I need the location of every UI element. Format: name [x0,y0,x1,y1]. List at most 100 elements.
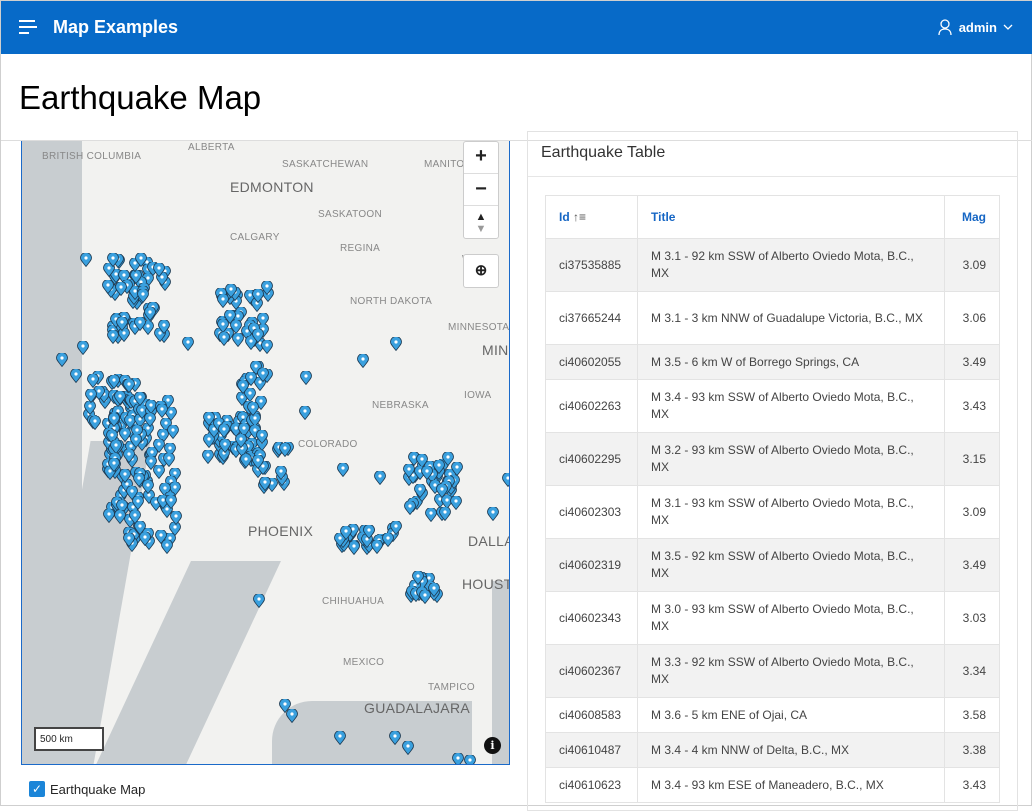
earthquake-marker[interactable] [115,316,128,332]
earthquake-marker[interactable] [245,335,258,351]
earthquake-marker[interactable] [155,402,168,418]
earthquake-marker[interactable] [487,506,499,522]
table-row[interactable]: ci40602055 M 3.5 - 6 km W of Borrego Spri… [545,344,1000,380]
layer-checkbox[interactable]: ✓ Earthquake Map [29,781,145,797]
earthquake-marker[interactable] [139,531,151,547]
earthquake-marker[interactable] [247,401,260,417]
earthquake-marker[interactable] [260,339,273,355]
earthquake-marker[interactable] [261,280,273,296]
earthquake-marker[interactable] [115,281,127,297]
earthquake-marker[interactable] [56,352,68,368]
earthquake-marker[interactable] [390,336,402,352]
earthquake-marker[interactable] [203,432,216,448]
earthquake-marker[interactable] [134,316,147,332]
user-menu[interactable]: admin [937,19,1013,35]
earthquake-marker[interactable] [87,373,99,389]
earthquake-marker[interactable] [123,448,135,464]
earthquake-marker[interactable] [441,451,454,467]
earthquake-marker[interactable] [202,449,215,465]
table-row[interactable]: ci40602343 M 3.0 - 93 km SSW of Alberto O… [545,591,1000,645]
earthquake-marker[interactable] [252,328,265,344]
info-icon[interactable]: i [484,737,501,754]
earthquake-marker[interactable] [403,462,416,478]
earthquake-marker[interactable] [153,463,166,479]
earthquake-marker[interactable] [420,465,433,481]
earthquake-marker[interactable] [340,525,353,541]
earthquake-marker[interactable] [134,520,147,535]
earthquake-marker[interactable] [374,470,386,486]
earthquake-marker[interactable] [419,588,432,604]
earthquake-marker[interactable] [144,305,157,321]
table-row[interactable]: ci37665244 M 3.1 - 3 km NNW of Guadalupe … [545,291,1000,345]
earthquake-marker[interactable] [450,460,463,476]
earthquake-marker[interactable] [299,405,311,421]
earthquake-marker[interactable] [337,462,349,478]
earthquake-marker[interactable] [165,493,178,509]
earthquake-marker[interactable] [145,399,157,415]
earthquake-marker[interactable] [182,336,194,352]
earthquake-marker[interactable] [248,411,261,427]
earthquake-marker[interactable] [286,708,298,724]
earthquake-marker[interactable] [357,353,369,369]
zoom-in-button[interactable]: + [464,142,498,174]
earthquake-marker[interactable] [134,390,146,406]
earthquake-marker[interactable] [132,495,144,511]
earthquake-marker[interactable] [438,506,451,522]
column-header-id[interactable]: Id ↑≡ [545,195,638,239]
earthquake-marker[interactable] [334,730,346,746]
earthquake-marker[interactable] [143,411,156,427]
earthquake-marker[interactable] [244,387,256,403]
earthquake-marker[interactable] [224,309,237,325]
table-row[interactable]: ci40602319 M 3.5 - 92 km SSW of Alberto O… [545,538,1000,592]
earthquake-marker[interactable] [218,330,230,346]
earthquake-marker[interactable] [77,340,89,356]
table-row[interactable]: ci37535885 M 3.1 - 92 km SSW of Alberto O… [545,238,1000,292]
earthquake-marker[interactable] [216,318,229,334]
earthquake-marker[interactable] [119,468,131,484]
earthquake-marker[interactable] [390,520,402,536]
earthquake-marker[interactable] [202,411,215,427]
earthquake-marker[interactable] [130,269,143,285]
earthquake-marker[interactable] [119,426,132,442]
table-row[interactable]: ci40610623 M 3.4 - 93 km ESE of Maneadero… [545,767,1000,803]
table-row[interactable]: ci40608583 M 3.6 - 5 km ENE of Ojai, CA 3.… [545,697,1000,733]
earthquake-marker[interactable] [157,319,170,334]
earthquake-marker[interactable] [370,538,383,554]
earthquake-marker[interactable] [135,252,148,268]
earthquake-marker[interactable] [152,261,165,277]
earthquake-marker[interactable] [412,570,425,586]
earthquake-marker[interactable] [363,523,375,539]
earthquake-marker[interactable] [255,429,268,445]
earthquake-marker[interactable] [237,378,249,394]
earthquake-marker[interactable] [142,478,154,494]
earthquake-marker[interactable] [145,454,157,470]
earthquake-marker[interactable] [152,438,165,454]
earthquake-marker[interactable] [129,432,142,448]
earthquake-marker[interactable] [259,476,271,492]
earthquake-marker[interactable] [89,415,102,431]
table-row[interactable]: ci40602367 M 3.3 - 92 km SSW of Alberto O… [545,644,1000,698]
earthquake-marker[interactable] [108,373,121,389]
earthquake-marker[interactable] [389,730,401,746]
earthquake-marker[interactable] [348,539,361,555]
earthquake-marker[interactable] [502,472,509,488]
earthquake-marker[interactable] [169,509,182,525]
earthquake-marker[interactable] [162,452,175,468]
earthquake-marker[interactable] [433,458,445,474]
column-header-mag[interactable]: Mag [944,195,1000,239]
earthquake-marker[interactable] [103,262,116,278]
earthquake-marker[interactable] [225,283,238,299]
earthquake-marker[interactable] [124,414,137,430]
earthquake-marker[interactable] [167,424,180,440]
earthquake-marker[interactable] [102,278,115,294]
earthquake-marker[interactable] [113,390,126,406]
earthquake-marker[interactable] [85,388,97,404]
earthquake-marker[interactable] [240,453,253,469]
earthquake-marker[interactable] [107,251,119,267]
earthquake-marker[interactable] [425,506,438,522]
earthquake-marker[interactable] [154,528,167,544]
column-header-title[interactable]: Title [637,195,945,239]
menu-icon[interactable] [19,20,37,34]
table-row[interactable]: ci40602303 M 3.1 - 93 km SSW of Alberto O… [545,485,1000,539]
table-row[interactable]: ci40610487 M 3.4 - 4 km NNW of Delta, B.C… [545,732,1000,768]
